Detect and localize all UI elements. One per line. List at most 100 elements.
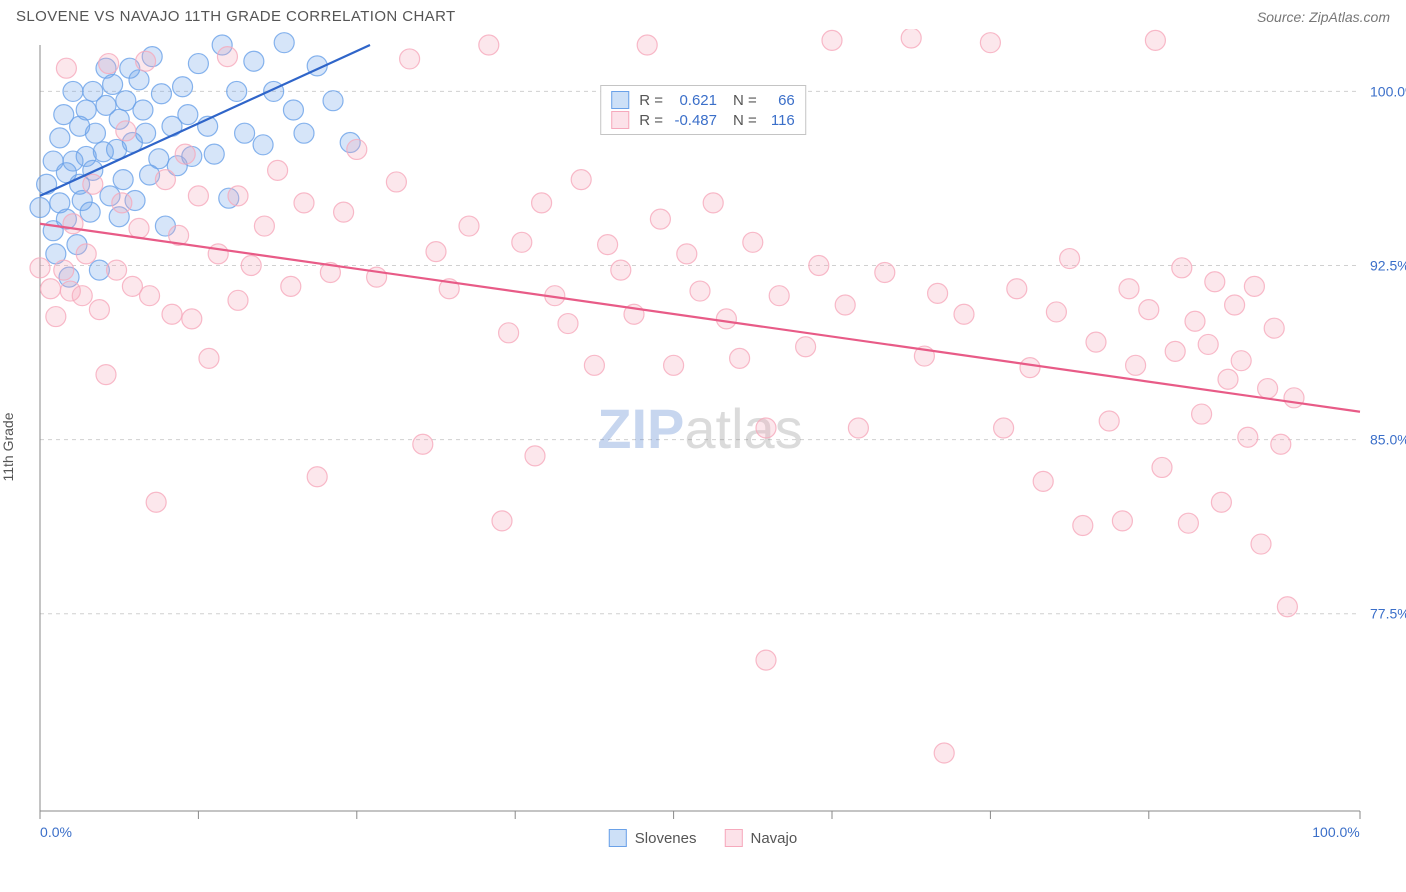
data-point xyxy=(96,365,116,385)
data-point xyxy=(334,202,354,222)
data-point xyxy=(274,33,294,53)
data-point xyxy=(1086,332,1106,352)
legend-swatch xyxy=(609,829,627,847)
x-tick-label: 0.0% xyxy=(40,824,72,840)
data-point xyxy=(532,193,552,213)
data-point xyxy=(173,77,193,97)
y-tick-label: 77.5% xyxy=(1370,606,1406,622)
data-point xyxy=(1231,351,1251,371)
data-point xyxy=(112,193,132,213)
data-point xyxy=(199,348,219,368)
y-tick-label: 92.5% xyxy=(1370,258,1406,274)
data-point xyxy=(1251,534,1271,554)
legend-r-value: 0.621 xyxy=(669,92,717,109)
data-point xyxy=(235,123,255,143)
data-point xyxy=(492,511,512,531)
data-point xyxy=(72,286,92,306)
data-point xyxy=(1073,515,1093,535)
data-point xyxy=(347,139,367,159)
legend-swatch xyxy=(611,91,629,109)
data-point xyxy=(571,170,591,190)
data-point xyxy=(1198,334,1218,354)
data-point xyxy=(809,256,829,276)
data-point xyxy=(76,100,96,120)
data-point xyxy=(149,149,169,169)
data-point xyxy=(730,348,750,368)
data-point xyxy=(1178,513,1198,533)
data-point xyxy=(113,170,133,190)
data-point xyxy=(1139,300,1159,320)
data-point xyxy=(129,70,149,90)
data-point xyxy=(155,170,175,190)
trend-line xyxy=(40,224,1360,412)
data-point xyxy=(1007,279,1027,299)
data-point xyxy=(1271,434,1291,454)
data-point xyxy=(136,123,156,143)
data-point xyxy=(664,355,684,375)
data-point xyxy=(188,54,208,74)
data-point xyxy=(208,244,228,264)
data-point xyxy=(822,30,842,50)
data-point xyxy=(116,121,136,141)
data-point xyxy=(85,123,105,143)
data-point xyxy=(80,202,100,222)
data-point xyxy=(56,58,76,78)
data-point xyxy=(611,260,631,280)
series-legend-item: Navajo xyxy=(725,829,798,847)
data-point xyxy=(1112,511,1132,531)
data-point xyxy=(400,49,420,69)
data-point xyxy=(1205,272,1225,292)
data-point xyxy=(584,355,604,375)
data-point xyxy=(307,467,327,487)
data-point xyxy=(1238,427,1258,447)
data-point xyxy=(1284,388,1304,408)
data-point xyxy=(901,29,921,48)
data-point xyxy=(54,260,74,280)
data-point xyxy=(558,314,578,334)
legend-n-label: N = xyxy=(733,92,757,109)
data-point xyxy=(254,216,274,236)
data-point xyxy=(1244,276,1264,296)
data-point xyxy=(1152,457,1172,477)
data-point xyxy=(756,650,776,670)
data-point xyxy=(63,81,83,101)
data-point xyxy=(994,418,1014,438)
data-point xyxy=(1033,471,1053,491)
data-point xyxy=(848,418,868,438)
data-point xyxy=(182,309,202,329)
legend-n-value: 66 xyxy=(763,92,795,109)
data-point xyxy=(294,123,314,143)
data-point xyxy=(146,492,166,512)
data-point xyxy=(103,74,123,94)
data-point xyxy=(1258,379,1278,399)
data-point xyxy=(934,743,954,763)
legend-swatch xyxy=(611,111,629,129)
data-point xyxy=(140,286,160,306)
data-point xyxy=(499,323,519,343)
series-legend: Slovenes Navajo xyxy=(609,829,797,847)
data-point xyxy=(769,286,789,306)
chart-header: SLOVENE VS NAVAJO 11TH GRADE CORRELATION… xyxy=(0,0,1406,29)
data-point xyxy=(129,218,149,238)
data-point xyxy=(525,446,545,466)
data-point xyxy=(241,256,261,276)
data-point xyxy=(228,290,248,310)
data-point xyxy=(46,307,66,327)
data-point xyxy=(136,51,156,71)
data-point xyxy=(1126,355,1146,375)
data-point xyxy=(1264,318,1284,338)
data-point xyxy=(323,91,343,111)
legend-label: Slovenes xyxy=(635,830,697,847)
data-point xyxy=(178,105,198,125)
legend-n-label: N = xyxy=(733,112,757,129)
data-point xyxy=(76,244,96,264)
chart-area: 11th Grade 77.5%85.0%92.5%100.0%0.0%100.… xyxy=(0,29,1406,849)
data-point xyxy=(413,434,433,454)
data-point xyxy=(677,244,697,264)
data-point xyxy=(268,160,288,180)
data-point xyxy=(63,214,83,234)
data-point xyxy=(83,174,103,194)
data-point xyxy=(1211,492,1231,512)
data-point xyxy=(30,258,50,278)
data-point xyxy=(1145,30,1165,50)
